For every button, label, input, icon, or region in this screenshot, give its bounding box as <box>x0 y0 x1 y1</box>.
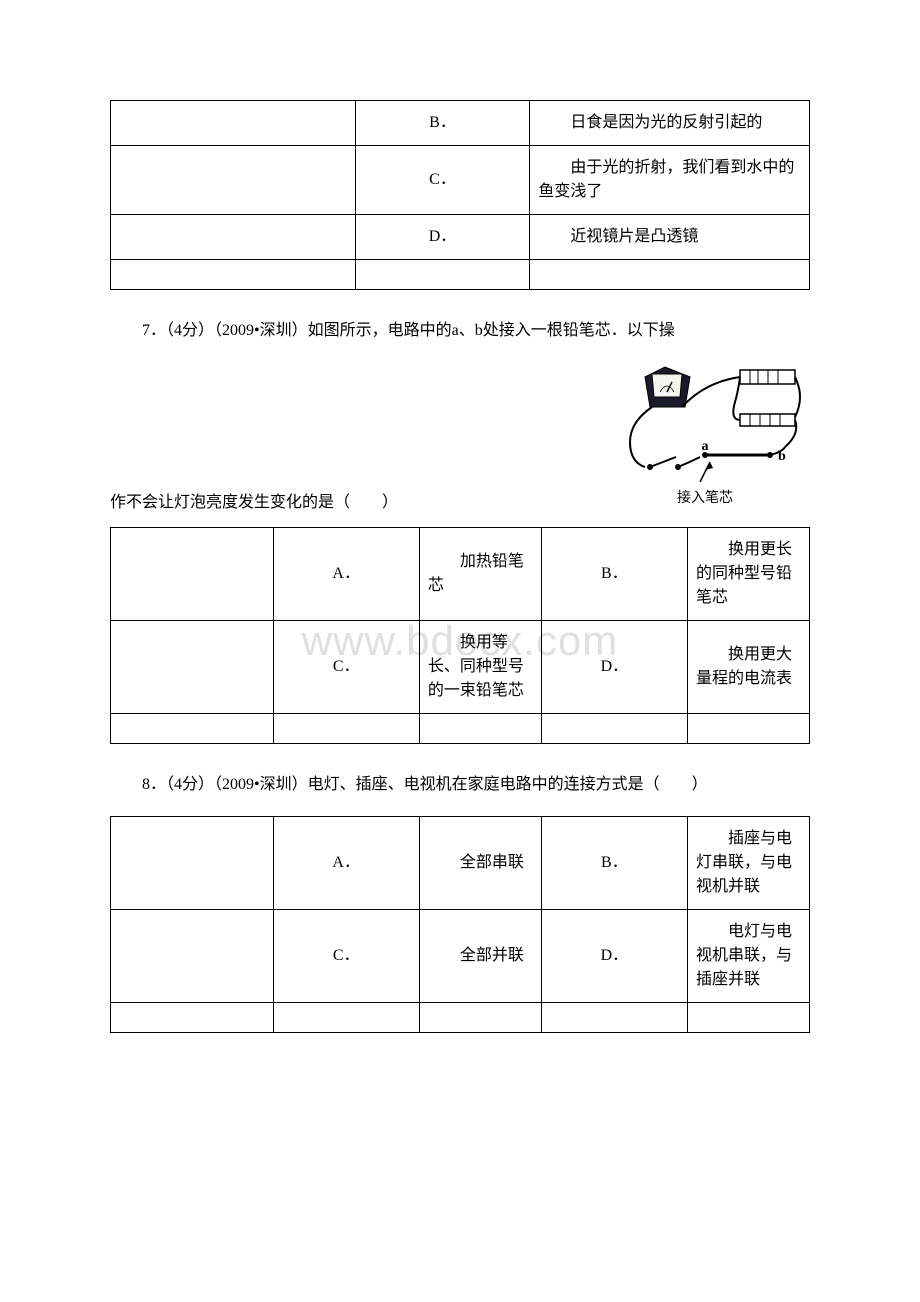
q6-option-label: D． <box>355 215 530 260</box>
q7-option-label: B． <box>541 528 687 621</box>
q7-option-text: 换用更长的同种型号铅笔芯 <box>688 528 810 621</box>
q6-row-c: C． 由于光的折射，我们看到水中的鱼变浅了 <box>111 146 810 215</box>
q6-row-empty <box>111 260 810 290</box>
q8-option-text: 全部串联 <box>419 817 541 910</box>
q6-option-text: 由于光的折射，我们看到水中的鱼变浅了 <box>530 146 810 215</box>
question-7-line1: 7．（4分）（2009•深圳）如图所示，电路中的a、b处接入一根铅笔芯．以下操 <box>110 315 810 347</box>
q7-col-blank <box>111 621 274 714</box>
q7-options-table: A． 加热铅笔芯 B． 换用更长的同种型号铅笔芯 C． 换用等长、同种型号的一束… <box>110 527 810 744</box>
circuit-caption: 接入笔芯 <box>677 489 733 506</box>
q7-col-blank <box>111 528 274 621</box>
question-7-with-img: 作不会让灯泡亮度发生变化的是（ ） a <box>110 362 810 512</box>
q7-option-label: D． <box>541 621 687 714</box>
q8-row-empty <box>111 1003 810 1033</box>
q7-option-text: 加热铅笔芯 <box>419 528 541 621</box>
q8-option-label: D． <box>541 910 687 1003</box>
svg-text:a: a <box>702 439 709 454</box>
circuit-diagram-icon: a b 接入笔芯 <box>610 362 810 512</box>
q7-option-label: A． <box>273 528 419 621</box>
question-8: 8．（4分）（2009•深圳）电灯、插座、电视机在家庭电路中的连接方式是（ ） <box>110 769 810 801</box>
q7-option-label: C． <box>273 621 419 714</box>
q6-option-label: C． <box>355 146 530 215</box>
q7-row-empty <box>111 714 810 744</box>
q8-option-label: A． <box>273 817 419 910</box>
q6-option-text: 日食是因为光的反射引起的 <box>530 101 810 146</box>
q8-option-text: 电灯与电视机串联，与插座并联 <box>688 910 810 1003</box>
q6-col-blank <box>111 101 356 146</box>
q8-row-1: A． 全部串联 B． 插座与电灯串联，与电视机并联 <box>111 817 810 910</box>
q7-option-text: 换用等长、同种型号的一束铅笔芯 <box>419 621 541 714</box>
q6-option-label: B． <box>355 101 530 146</box>
q6-col-blank <box>111 146 356 215</box>
q7-text-part2: 作不会让灯泡亮度发生变化的是（ ） <box>110 488 600 512</box>
q7-text-part1: 7．（4分）（2009•深圳）如图所示，电路中的a、b处接入一根铅笔芯．以下操 <box>142 322 675 339</box>
q7-row-2: C． 换用等长、同种型号的一束铅笔芯 D． 换用更大量程的电流表 <box>111 621 810 714</box>
q7-row-1: A． 加热铅笔芯 B． 换用更长的同种型号铅笔芯 <box>111 528 810 621</box>
q8-option-label: B． <box>541 817 687 910</box>
q8-col-blank <box>111 817 274 910</box>
q6-options-table: B． 日食是因为光的反射引起的 C． 由于光的折射，我们看到水中的鱼变浅了 D．… <box>110 100 810 290</box>
q6-row-d: D． 近视镜片是凸透镜 <box>111 215 810 260</box>
q8-row-2: C． 全部并联 D． 电灯与电视机串联，与插座并联 <box>111 910 810 1003</box>
q6-option-text: 近视镜片是凸透镜 <box>530 215 810 260</box>
q6-col-blank <box>111 215 356 260</box>
q8-option-label: C． <box>273 910 419 1003</box>
q8-option-text: 全部并联 <box>419 910 541 1003</box>
q8-col-blank <box>111 910 274 1003</box>
q8-options-table: A． 全部串联 B． 插座与电灯串联，与电视机并联 C． 全部并联 D． 电灯与… <box>110 816 810 1033</box>
q7-option-text: 换用更大量程的电流表 <box>688 621 810 714</box>
q6-row-b: B． 日食是因为光的反射引起的 <box>111 101 810 146</box>
q8-option-text: 插座与电灯串联，与电视机并联 <box>688 817 810 910</box>
